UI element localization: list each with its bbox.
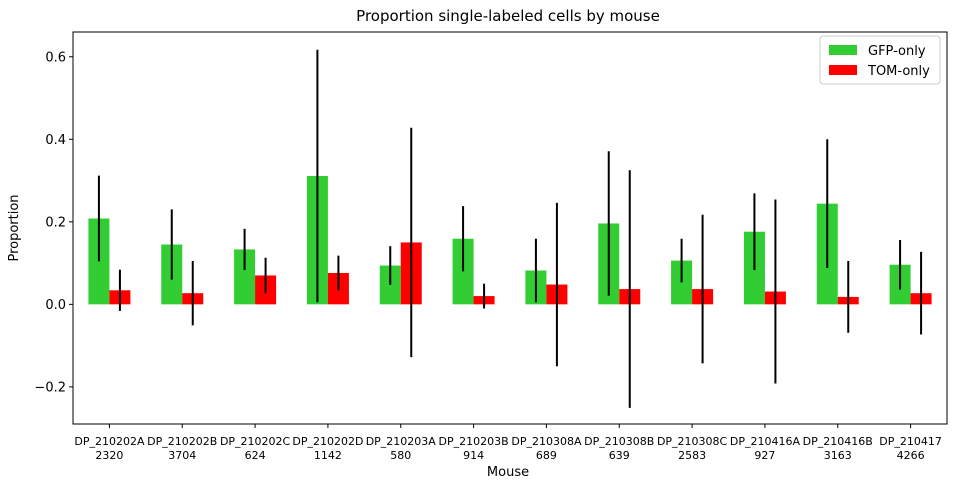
x-tick-label-name: DP_210308A (511, 435, 582, 448)
x-tick-label-name: DP_210417 (879, 435, 942, 448)
legend: GFP-only TOM-only (819, 35, 941, 85)
x-tick-label-count: 4266 (897, 449, 925, 462)
y-tick-label: 0.0 (45, 298, 66, 313)
y-tick-label: 0.4 (45, 133, 66, 148)
legend-swatch-tom (829, 65, 857, 75)
x-axis-title: Mouse (487, 465, 529, 480)
y-tick-label: 0.6 (45, 50, 66, 65)
x-tick-label-name: DP_210202A (74, 435, 145, 448)
x-tick-label-count: 927 (754, 449, 775, 462)
legend-label-tom: TOM-only (867, 64, 930, 79)
x-tick-label-count: 624 (245, 449, 266, 462)
plot-frame (72, 31, 948, 425)
bar-gfp-4 (379, 265, 401, 305)
y-axis-title: Proportion (7, 194, 22, 261)
x-tick-label-name: DP_210202C (220, 435, 291, 448)
x-tick-label-name: DP_210308B (584, 435, 654, 448)
x-tick-label-count: 914 (463, 449, 484, 462)
x-tick-label-name: DP_210416A (730, 435, 801, 448)
legend-label-gfp: GFP-only (868, 44, 926, 59)
plot-area (88, 49, 932, 408)
x-tick-label-count: 2320 (95, 449, 123, 462)
x-tick-label-count: 3163 (824, 449, 852, 462)
x-tick-label-count: 639 (609, 449, 630, 462)
x-tick-label-name: DP_210203A (366, 435, 437, 448)
x-tick-label-count: 1142 (314, 449, 342, 462)
x-tick-label-name: DP_210416B (803, 435, 873, 448)
chart-title: Proportion single-labeled cells by mouse (356, 7, 660, 25)
y-tick-label: −0.2 (34, 380, 66, 395)
y-axis: −0.2 0.0 0.2 0.4 0.6 (34, 50, 73, 395)
x-tick-label-name: DP_210203B (439, 435, 509, 448)
x-tick-label-name: DP_210202D (292, 435, 363, 448)
x-tick-label-count: 689 (536, 449, 557, 462)
x-tick-label-name: DP_210308C (657, 435, 728, 448)
x-tick-label-count: 3704 (168, 449, 196, 462)
x-tick-label-count: 2583 (678, 449, 706, 462)
y-tick-label: 0.2 (45, 215, 66, 230)
legend-swatch-gfp (829, 45, 857, 55)
bar-gfp-2 (234, 249, 256, 305)
bar-gfp-5 (452, 238, 474, 305)
x-tick-label-name: DP_210202B (147, 435, 217, 448)
x-tick-label-count: 580 (390, 449, 411, 462)
